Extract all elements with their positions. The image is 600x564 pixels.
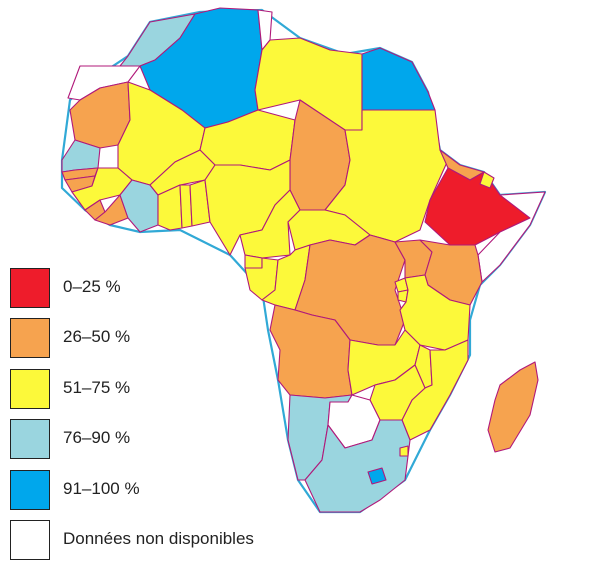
region-egypt bbox=[361, 47, 436, 111]
region-madagascar bbox=[487, 361, 539, 453]
legend-item-91-100: 91–100 % bbox=[10, 470, 330, 510]
legend-item-0-25: 0–25 % bbox=[10, 268, 330, 308]
legend-label-na: Données non disponibles bbox=[63, 529, 254, 548]
region-ghana bbox=[157, 184, 183, 231]
region-swaziland bbox=[399, 445, 409, 457]
legend-item-51-75: 51–75 % bbox=[10, 369, 330, 409]
legend-item-76-90: 76–90 % bbox=[10, 419, 330, 459]
legend-swatch-0-25 bbox=[10, 268, 50, 308]
legend-swatch-26-50 bbox=[10, 318, 50, 358]
region-mozambique bbox=[401, 339, 469, 441]
legend-label-76-90: 76–90 % bbox=[63, 428, 131, 447]
region-djibouti bbox=[479, 171, 495, 189]
legend-swatch-91-100 bbox=[10, 470, 50, 510]
region-south-africa bbox=[304, 419, 411, 513]
legend-item-26-50: 26–50 % bbox=[10, 318, 330, 358]
legend-swatch-na bbox=[10, 520, 50, 560]
legend-swatch-76-90 bbox=[10, 419, 50, 459]
region-lesotho bbox=[367, 467, 387, 485]
legend-swatch-51-75 bbox=[10, 369, 50, 409]
legend-label-91-100: 91–100 % bbox=[63, 479, 140, 498]
legend-label-51-75: 51–75 % bbox=[63, 378, 131, 397]
legend-label-0-25: 0–25 % bbox=[63, 277, 121, 296]
legend-label-26-50: 26–50 % bbox=[63, 327, 131, 346]
legend-item-na: Données non disponibles bbox=[10, 520, 330, 560]
